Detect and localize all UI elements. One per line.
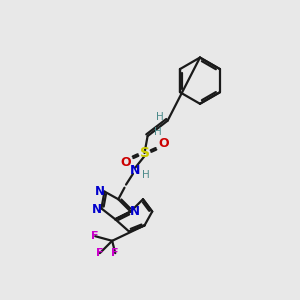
Text: F: F [92,231,99,241]
Text: S: S [140,146,149,160]
Text: H: H [154,127,161,137]
Text: F: F [112,248,119,258]
Text: H: H [142,169,150,180]
Text: N: N [130,205,140,218]
Text: O: O [158,137,169,150]
Text: N: N [92,203,102,216]
Text: F: F [96,248,103,258]
Text: O: O [120,156,130,169]
Text: N: N [95,185,105,198]
Text: N: N [130,164,140,177]
Text: H: H [156,112,164,122]
